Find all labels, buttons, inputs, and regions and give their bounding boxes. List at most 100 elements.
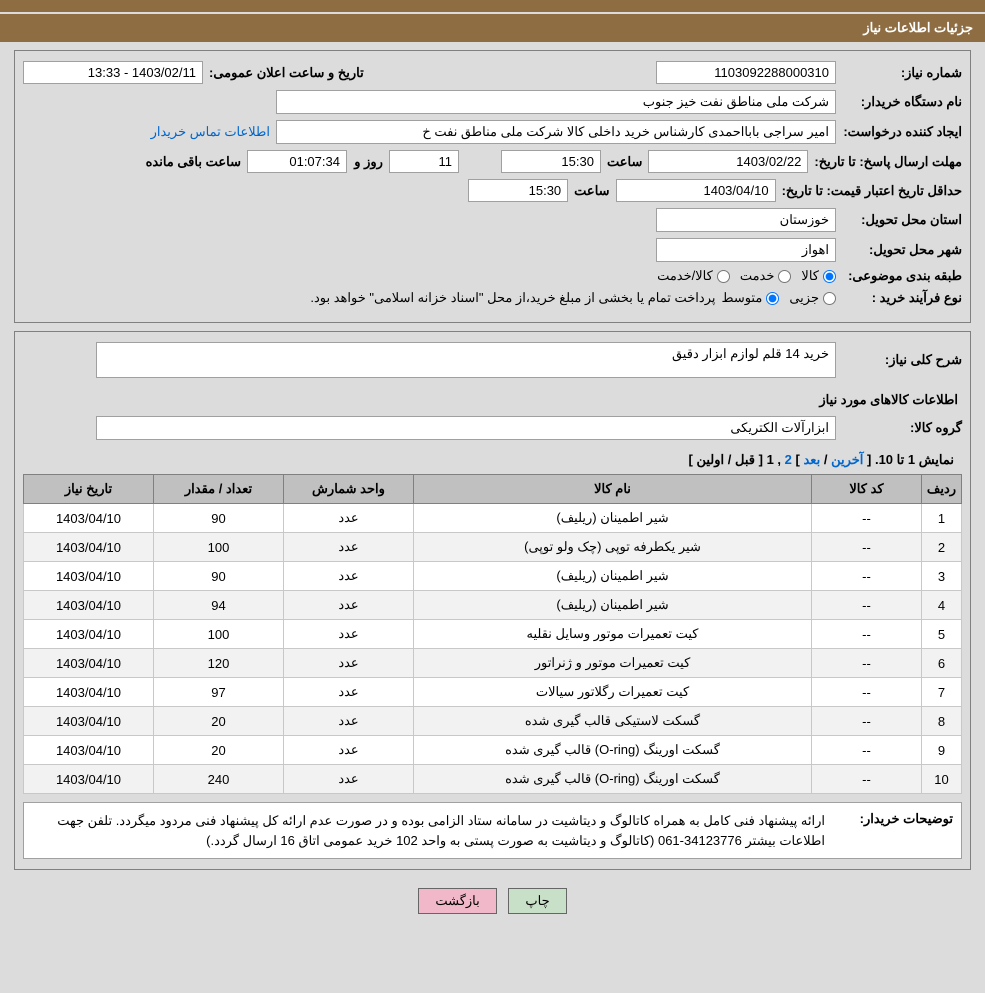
deadline-time-field: 15:30 — [501, 150, 601, 173]
time-label-1: ساعت — [607, 154, 642, 170]
cell-date: 1403/04/10 — [24, 736, 154, 765]
cell-unit: عدد — [284, 678, 414, 707]
cell-unit: عدد — [284, 533, 414, 562]
cell-code: -- — [812, 736, 922, 765]
countdown-field: 01:07:34 — [247, 150, 347, 173]
cell-idx: 4 — [922, 591, 962, 620]
cell-code: -- — [812, 765, 922, 794]
cell-name: گسکت اورینگ (O-ring) قالب گیری شده — [414, 736, 812, 765]
city-label: شهر محل تحویل: — [842, 242, 962, 258]
cell-idx: 3 — [922, 562, 962, 591]
cell-name: کیت تعمیرات رگلاتور سیالات — [414, 678, 812, 707]
proc-partial-label: جزیی — [789, 290, 819, 306]
top-bar — [0, 0, 985, 12]
th-name: نام کالا — [414, 475, 812, 504]
print-button[interactable]: چاپ — [508, 888, 566, 914]
pager-open: [ — [759, 452, 763, 467]
validity-label: حداقل تاریخ اعتبار قیمت: تا تاریخ: — [782, 183, 962, 199]
table-row: 3--شیر اطمینان (ریلیف)عدد901403/04/10 — [24, 562, 962, 591]
need-desc-label: شرح کلی نیاز: — [842, 352, 962, 368]
buyer-org-field: شرکت ملی مناطق نفت خیز جنوب — [276, 90, 836, 114]
pager-sep1: / — [820, 452, 827, 467]
cell-code: -- — [812, 591, 922, 620]
cell-name: شیر یکطرفه توپی (چک ولو توپی) — [414, 533, 812, 562]
th-unit: واحد شمارش — [284, 475, 414, 504]
validity-time-field: 15:30 — [468, 179, 568, 202]
cell-qty: 100 — [154, 533, 284, 562]
pager-sep2: / — [724, 452, 731, 467]
province-field: خوزستان — [656, 208, 836, 232]
requester-field: امیر سراجی بابااحمدی کارشناس خرید داخلی … — [276, 120, 836, 144]
radio-medium[interactable] — [766, 292, 779, 305]
table-row: 1--شیر اطمینان (ریلیف)عدد901403/04/10 — [24, 504, 962, 533]
cell-date: 1403/04/10 — [24, 591, 154, 620]
radio-service[interactable] — [778, 270, 791, 283]
cell-idx: 9 — [922, 736, 962, 765]
buyer-org-label: نام دستگاه خریدار: — [842, 94, 962, 110]
cell-idx: 10 — [922, 765, 962, 794]
radio-partial[interactable] — [823, 292, 836, 305]
cell-name: شیر اطمینان (ریلیف) — [414, 591, 812, 620]
buyer-note-text: ارائه پیشنهاد فنی کامل به همراه کاتالوگ … — [32, 811, 825, 850]
items-section-header: اطلاعات کالاهای مورد نیاز — [23, 384, 962, 416]
requester-label: ایجاد کننده درخواست: — [842, 124, 962, 140]
th-date: تاریخ نیاز — [24, 475, 154, 504]
cell-qty: 100 — [154, 620, 284, 649]
table-row: 5--کیت تعمیرات موتور وسایل نقلیهعدد10014… — [24, 620, 962, 649]
need-panel: شرح کلی نیاز: خرید 14 قلم لوازم ابزار دق… — [14, 331, 971, 870]
table-row: 8--گسکت لاستیکی قالب گیری شدهعدد201403/0… — [24, 707, 962, 736]
cell-name: کیت تعمیرات موتور وسایل نقلیه — [414, 620, 812, 649]
cell-date: 1403/04/10 — [24, 533, 154, 562]
cell-code: -- — [812, 504, 922, 533]
remaining-label: ساعت باقی مانده — [146, 154, 241, 170]
page-title-band: جزئیات اطلاعات نیاز — [0, 14, 985, 42]
pager-prev: قبل — [735, 452, 755, 467]
radio-goods[interactable] — [823, 270, 836, 283]
cell-date: 1403/04/10 — [24, 765, 154, 794]
cat-goods-label: کالا — [801, 268, 819, 284]
pager-close: ] — [792, 452, 800, 467]
items-table: ردیف کد کالا نام کالا واحد شمارش تعداد /… — [23, 474, 962, 794]
cell-idx: 2 — [922, 533, 962, 562]
pager-next[interactable]: بعد — [803, 452, 820, 467]
th-idx: ردیف — [922, 475, 962, 504]
cell-unit: عدد — [284, 736, 414, 765]
cell-date: 1403/04/10 — [24, 649, 154, 678]
days-field: 11 — [389, 150, 459, 173]
back-button[interactable]: بازگشت — [418, 888, 496, 914]
need-number-field: 1103092288000310 — [656, 61, 836, 84]
cell-unit: عدد — [284, 620, 414, 649]
table-row: 9--گسکت اورینگ (O-ring) قالب گیری شدهعدد… — [24, 736, 962, 765]
cell-date: 1403/04/10 — [24, 707, 154, 736]
cell-code: -- — [812, 678, 922, 707]
pager-close2: ] — [688, 452, 692, 467]
table-row: 2--شیر یکطرفه توپی (چک ولو توپی)عدد10014… — [24, 533, 962, 562]
cell-unit: عدد — [284, 707, 414, 736]
th-qty: تعداد / مقدار — [154, 475, 284, 504]
cell-code: -- — [812, 620, 922, 649]
pager-first: اولین — [696, 452, 724, 467]
cell-name: کیت تعمیرات موتور و ژنراتور — [414, 649, 812, 678]
process-note: پرداخت تمام یا بخشی از مبلغ خرید،از محل … — [310, 290, 715, 306]
page-title: جزئیات اطلاعات نیاز — [863, 20, 973, 35]
table-row: 4--شیر اطمینان (ریلیف)عدد941403/04/10 — [24, 591, 962, 620]
cell-code: -- — [812, 562, 922, 591]
validity-date-field: 1403/04/10 — [616, 179, 776, 202]
pager-comma: , — [777, 452, 781, 467]
pager-last[interactable]: آخرین — [831, 452, 863, 467]
cell-unit: عدد — [284, 765, 414, 794]
category-label: طبقه بندی موضوعی: — [842, 268, 962, 284]
contact-link[interactable]: اطلاعات تماس خریدار — [151, 124, 270, 140]
city-field: اهواز — [656, 238, 836, 262]
cell-idx: 7 — [922, 678, 962, 707]
cell-qty: 97 — [154, 678, 284, 707]
cell-date: 1403/04/10 — [24, 678, 154, 707]
pager-p2[interactable]: 2 — [785, 452, 792, 467]
cell-date: 1403/04/10 — [24, 562, 154, 591]
cell-name: شیر اطمینان (ریلیف) — [414, 562, 812, 591]
cell-idx: 5 — [922, 620, 962, 649]
cell-idx: 8 — [922, 707, 962, 736]
proc-medium-label: متوسط — [721, 290, 762, 306]
radio-both[interactable] — [717, 270, 730, 283]
pager-prefix: نمایش 1 تا 10. [ — [863, 452, 954, 467]
